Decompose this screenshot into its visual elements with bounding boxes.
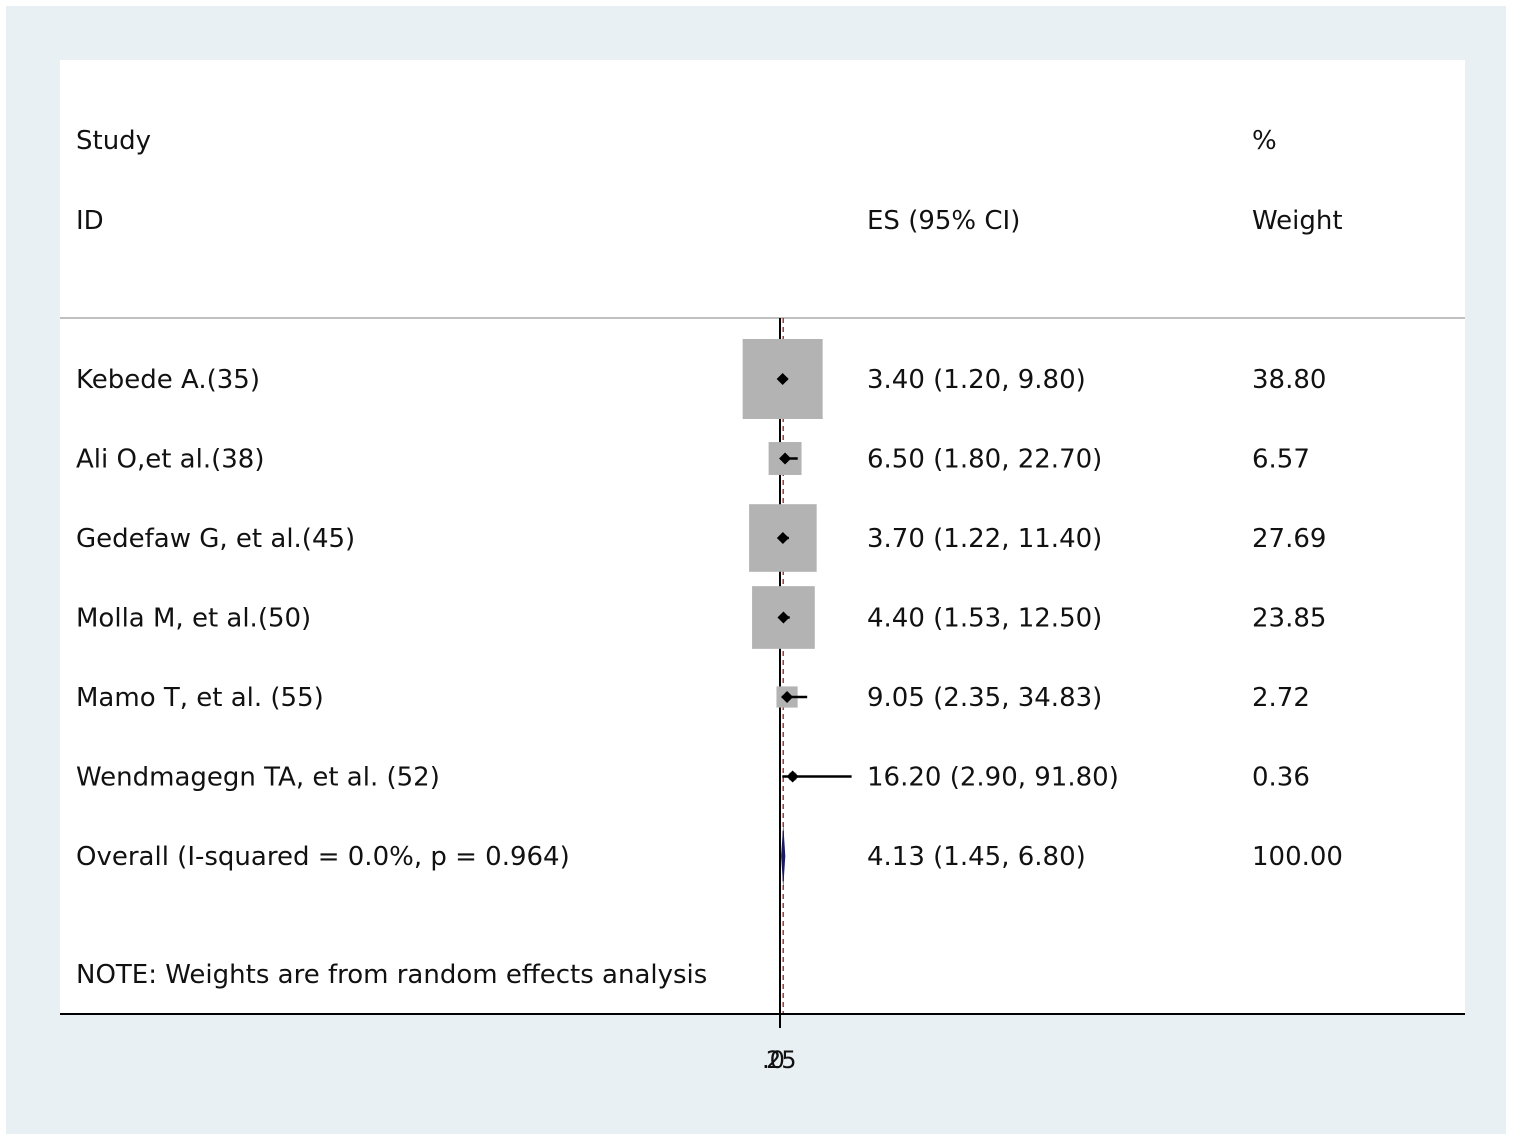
es-ci-text: 16.20 (2.90, 91.80) <box>867 763 1119 793</box>
header-es: ES (95% CI) <box>867 206 1020 236</box>
point-estimate <box>777 611 790 624</box>
weight-text: 27.69 <box>1252 524 1326 554</box>
header-id: ID <box>76 206 104 236</box>
point-estimate <box>776 373 789 385</box>
es-ci-text: 4.40 (1.53, 12.50) <box>867 604 1102 634</box>
point-estimate <box>786 770 799 783</box>
chart-frame: Study ID ES (95% CI) % Weight Kebede A.(… <box>6 6 1506 1134</box>
overall-label: Overall (I-squared = 0.0%, p = 0.964) <box>76 842 570 872</box>
x-axis-ticks: .025 <box>762 1046 797 1074</box>
x-tick-label: .0 <box>762 1046 785 1074</box>
weight-text: 2.72 <box>1252 683 1310 713</box>
study-label: Ali O,et al.(38) <box>76 445 264 475</box>
weight-text: 23.85 <box>1252 604 1326 634</box>
overall-diamond <box>781 824 786 888</box>
x-tick-label: 25 <box>766 1046 797 1074</box>
forest-plot: Study ID ES (95% CI) % Weight Kebede A.(… <box>60 60 1465 1074</box>
header-study: Study <box>76 126 151 156</box>
study-label: Wendmagegn TA, et al. (52) <box>76 763 440 793</box>
es-ci-text: 6.50 (1.80, 22.70) <box>867 445 1102 475</box>
weight-text: 0.36 <box>1252 763 1310 793</box>
point-estimate <box>781 691 794 703</box>
note-text: NOTE: Weights are from random effects an… <box>76 960 707 990</box>
study-label: Gedefaw G, et al.(45) <box>76 524 355 554</box>
overall-weight-text: 100.00 <box>1252 842 1343 872</box>
weight-text: 6.57 <box>1252 445 1310 475</box>
study-rows: Kebede A.(35) 3.40 (1.20, 9.80) 38.80 Ali O… <box>76 318 1343 1028</box>
es-ci-text: 3.40 (1.20, 9.80) <box>867 365 1086 395</box>
study-label: Kebede A.(35) <box>76 365 260 395</box>
point-estimate <box>776 532 789 544</box>
es-ci-text: 3.70 (1.22, 11.40) <box>867 524 1102 554</box>
weight-text: 38.80 <box>1252 365 1326 395</box>
study-label: Molla M, et al.(50) <box>76 604 311 634</box>
overall-es-text: 4.13 (1.45, 6.80) <box>867 842 1086 872</box>
es-ci-text: 9.05 (2.35, 34.83) <box>867 683 1102 713</box>
header-weight: Weight <box>1252 206 1343 236</box>
point-estimate <box>779 452 792 465</box>
header-percent: % <box>1252 126 1277 156</box>
study-label: Mamo T, et al. (55) <box>76 683 324 713</box>
